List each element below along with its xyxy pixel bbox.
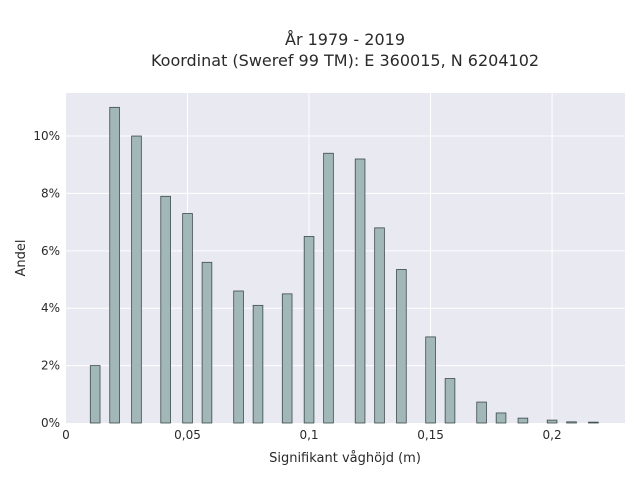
histogram-bar <box>425 336 436 424</box>
x-tick-label: 0,05 <box>174 428 201 442</box>
histogram-bar <box>131 135 142 424</box>
histogram-bar <box>374 227 385 424</box>
histogram-bar <box>517 417 529 424</box>
histogram-bar <box>109 106 120 424</box>
histogram-bar <box>233 290 244 424</box>
bars-group <box>89 106 599 424</box>
chart-title-line-2: Koordinat (Sweref 99 TM): E 360015, N 62… <box>151 51 539 70</box>
x-tick-label: 0,15 <box>417 428 444 442</box>
x-tick-label: 0,1 <box>299 428 318 442</box>
histogram-bar <box>89 365 101 424</box>
y-tick-label: 4% <box>41 301 60 315</box>
x-tick-label: 0,2 <box>543 428 562 442</box>
plot-area <box>66 93 625 423</box>
y-axis-label: Andel <box>14 240 29 277</box>
histogram-bar <box>546 419 558 424</box>
histogram-bar <box>182 213 193 424</box>
y-tick-label: 8% <box>41 186 60 200</box>
chart-title-line-1: År 1979 - 2019 <box>285 30 405 49</box>
y-tick-label: 2% <box>41 359 60 373</box>
histogram-bar <box>160 195 171 424</box>
y-tick-label: 6% <box>41 244 60 258</box>
y-tick-label: 10% <box>33 129 60 143</box>
y-tick-label: 0% <box>41 416 60 430</box>
histogram-bar <box>252 304 264 424</box>
histogram-bar <box>444 378 456 424</box>
histogram-bar <box>354 158 366 424</box>
y-axis-ticks: 0% 2% 4% 6% 8% 10% <box>33 129 60 430</box>
histogram-bar <box>201 261 213 424</box>
x-axis-ticks: 0 0,05 0,1 0,15 0,2 <box>62 428 561 442</box>
histogram-bar <box>495 412 507 424</box>
histogram-bar <box>396 269 407 424</box>
histogram-bar <box>566 421 577 424</box>
histogram-bar <box>303 236 315 424</box>
histogram-bar <box>476 401 487 424</box>
x-tick-label: 0 <box>62 428 70 442</box>
histogram-bar <box>588 421 599 424</box>
histogram-bar <box>281 293 293 424</box>
histogram-bar <box>323 152 334 424</box>
x-axis-label: Signifikant våghöjd (m) <box>269 451 421 466</box>
